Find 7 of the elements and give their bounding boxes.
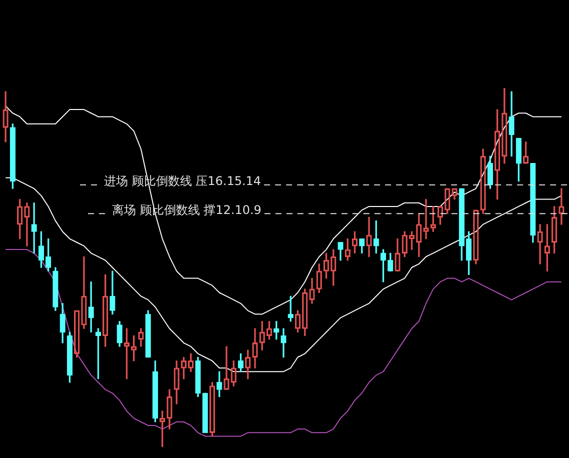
- candlestick: [110, 270, 116, 314]
- candlestick: [280, 328, 286, 358]
- candlestick: [508, 91, 514, 157]
- candlestick: [31, 202, 37, 254]
- candlestick: [60, 303, 66, 344]
- candlestick: [52, 267, 58, 311]
- candlestick: [195, 356, 201, 398]
